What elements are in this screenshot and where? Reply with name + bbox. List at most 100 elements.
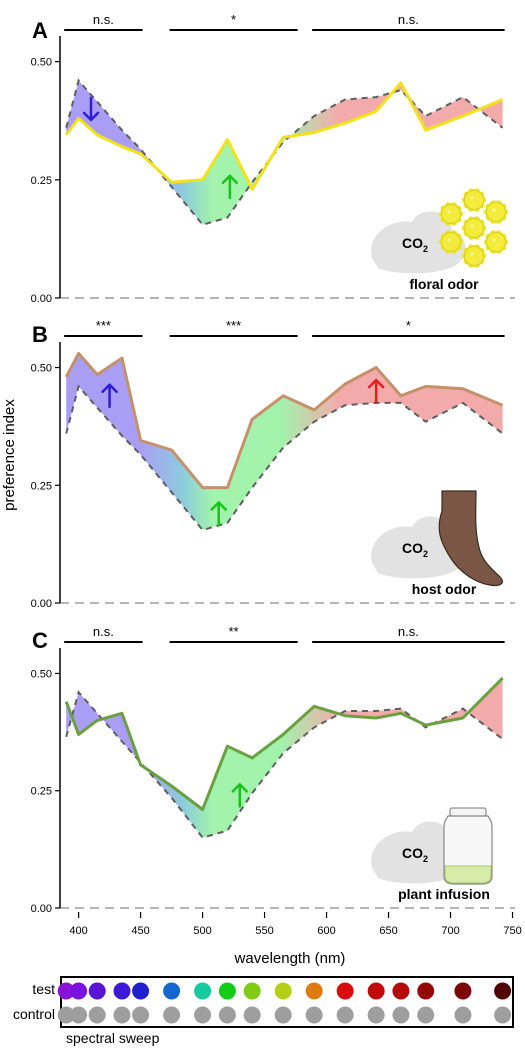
sweep-test-dot (392, 982, 410, 1000)
x-tick-label: 650 (379, 925, 397, 937)
sweep-caption: spectral sweep (66, 1030, 160, 1046)
significance-label: *** (96, 318, 111, 333)
arrow-up-icon (367, 378, 385, 404)
test-line (65, 81, 504, 191)
co2-cloud (371, 211, 466, 274)
sweep-test-dot (417, 982, 435, 1000)
sweep-test-dot (336, 982, 354, 1000)
flower-cluster-icon (438, 188, 509, 268)
sweep-control-dot (274, 1006, 292, 1024)
panel-letter: C (32, 628, 48, 653)
significance-label: *** (226, 318, 241, 333)
sweep-control-dot (494, 1006, 512, 1024)
sweep-control-dot (132, 1006, 150, 1024)
sweep-test-dot (57, 982, 75, 1000)
sweep-control-dot (305, 1006, 323, 1024)
sweep-test-dot (194, 982, 212, 1000)
odor-icon-group: CO2 plant infusion (371, 807, 493, 902)
sweep-control-dot (88, 1006, 106, 1024)
sweep-test-dot (367, 982, 385, 1000)
difference-fill (66, 353, 503, 530)
control-line (65, 384, 504, 532)
y-tick-label: 0.50 (31, 668, 52, 680)
sweep-control-dot (367, 1006, 385, 1024)
significance-label: * (231, 12, 236, 27)
test-line (64, 677, 504, 811)
significance-label: n.s. (93, 624, 114, 639)
sweep-control-label: control (13, 1006, 55, 1022)
sweep-control-dot (454, 1006, 472, 1024)
odor-icon-group: CO2 host odor (371, 490, 503, 597)
sweep-test-dot (305, 982, 323, 1000)
arrow-up-icon (210, 501, 227, 526)
sweep-test-dot (113, 982, 131, 1000)
panel-letter: B (32, 322, 48, 347)
sweep-control-dot (392, 1006, 410, 1024)
sweep-test-dot (243, 982, 261, 1000)
x-tick-label: 600 (317, 925, 335, 937)
sweep-control-dot (336, 1006, 354, 1024)
odor-label: floral odor (409, 276, 479, 292)
difference-fill (66, 80, 503, 225)
significance-label: n.s. (398, 624, 419, 639)
y-tick-label: 0.00 (31, 293, 52, 305)
difference-fill (66, 678, 503, 838)
panel-letter: A (32, 18, 48, 43)
x-tick-label: 700 (441, 925, 459, 937)
significance-label: ** (229, 624, 239, 639)
co2-label: CO2 (402, 845, 428, 864)
sweep-control-dot (57, 1006, 75, 1024)
odor-label: plant infusion (398, 886, 490, 902)
test-line (64, 351, 504, 490)
odor-label: host odor (412, 581, 477, 597)
y-tick-label: 0.25 (31, 480, 52, 492)
x-tick-label: 500 (193, 925, 211, 937)
panel-c: 0.00 0.25 0.50 C n.s. ** n.s. CO2 plant infusion… (31, 624, 522, 937)
significance-label: n.s. (398, 12, 419, 27)
sweep-control-dot (163, 1006, 181, 1024)
sweep-control-dot (417, 1006, 435, 1024)
control-line (65, 78, 504, 226)
co2-label: CO2 (402, 540, 428, 559)
sweep-test-dot (70, 982, 88, 1000)
sweep-test-dot (494, 982, 512, 1000)
x-axis-label: wavelength (nm) (234, 950, 346, 967)
sweep-control-dot (113, 1006, 131, 1024)
arrow-up-icon (231, 783, 249, 808)
x-tick-label: 550 (255, 925, 273, 937)
sweep-test-dot (132, 982, 150, 1000)
foot-icon (438, 490, 503, 587)
sweep-test-dot (88, 982, 106, 1000)
sweep-test-dot (274, 982, 292, 1000)
sweep-control-dot (218, 1006, 236, 1024)
x-axis: 400 450 500 550 600 650 700 750 (69, 912, 522, 937)
arrow-down-icon (82, 96, 100, 122)
y-tick-label: 0.00 (31, 598, 52, 610)
y-tick-label: 0.25 (31, 786, 52, 798)
y-tick-label: 0.50 (31, 57, 52, 69)
arrow-up-icon (221, 174, 239, 200)
sweep-test-dot (163, 982, 181, 1000)
co2-label: CO2 (402, 235, 428, 254)
jar-icon (443, 807, 493, 885)
significance-label: n.s. (93, 12, 114, 27)
y-tick-label: 0.00 (31, 903, 52, 915)
co2-cloud (371, 821, 466, 884)
significance-label: * (406, 318, 411, 333)
arrow-up-icon (101, 383, 118, 409)
sweep-test-dot (454, 982, 472, 1000)
spectral-sweep-legend: test control spectral sweep (13, 976, 514, 1046)
panel-a: 0.00 0.25 0.50 A n.s. * n.s. CO2 floral odor (31, 12, 515, 305)
x-tick-label: 400 (69, 925, 87, 937)
x-tick-label: 750 (503, 925, 521, 937)
x-tick-label: 450 (131, 925, 149, 937)
sweep-box (60, 976, 514, 1028)
control-line (65, 690, 504, 839)
sweep-control-dot (243, 1006, 261, 1024)
sweep-control-dot (194, 1006, 212, 1024)
y-axis-label: preference index (1, 399, 18, 511)
sweep-control-dot (70, 1006, 88, 1024)
sweep-test-dot (218, 982, 236, 1000)
